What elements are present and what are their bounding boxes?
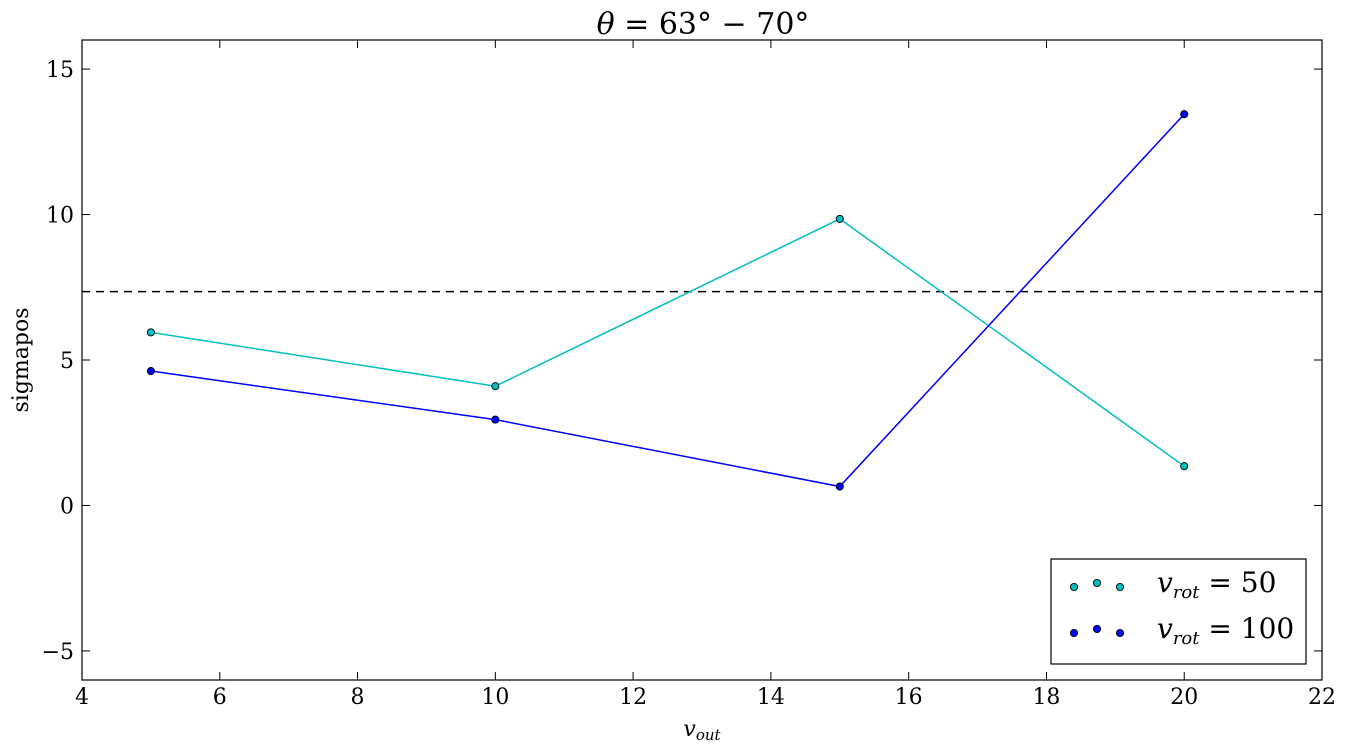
legend-items: vrot = 50 vrot = 100 bbox=[1069, 566, 1294, 649]
y-tick-label: −5 bbox=[42, 640, 74, 665]
x-tick-label: 16 bbox=[895, 685, 923, 710]
data-point bbox=[1180, 110, 1189, 119]
x-axis-label-base: v bbox=[683, 717, 696, 742]
title-range: = 63° − 70° bbox=[615, 7, 810, 42]
x-tick-label: 6 bbox=[213, 685, 227, 710]
title-theta: θ bbox=[597, 7, 615, 42]
x-tick-label: 4 bbox=[75, 685, 89, 710]
legend-marker bbox=[1115, 628, 1125, 638]
x-tick-labels: 4 6 8 10 12 14 16 18 20 22 bbox=[75, 685, 1336, 710]
y-tick-labels: −5 0 5 10 15 bbox=[42, 58, 74, 665]
x-tick-label: 22 bbox=[1308, 685, 1336, 710]
series-lines bbox=[150, 113, 1185, 488]
series-points bbox=[146, 110, 1189, 491]
legend-marker bbox=[1092, 578, 1102, 588]
x-tick-label: 18 bbox=[1032, 685, 1060, 710]
x-tick-label: 20 bbox=[1170, 685, 1198, 710]
legend: vrot = 50 vrot = 100 bbox=[1050, 558, 1307, 665]
ticks bbox=[81, 40, 1323, 680]
data-point bbox=[491, 415, 500, 424]
y-tick-label: 15 bbox=[46, 58, 74, 83]
data-point bbox=[835, 214, 844, 223]
x-tick-label: 12 bbox=[619, 685, 647, 710]
x-axis-label: vout bbox=[683, 717, 721, 744]
legend-box bbox=[1050, 558, 1307, 665]
data-point bbox=[835, 482, 844, 491]
chart-title: θ = 63° − 70° bbox=[597, 7, 810, 42]
data-point bbox=[146, 328, 155, 337]
legend-marker bbox=[1092, 624, 1102, 634]
legend-marker bbox=[1069, 628, 1079, 638]
data-point bbox=[146, 367, 155, 376]
y-tick-label: 5 bbox=[60, 349, 74, 374]
y-tick-label: 0 bbox=[60, 494, 74, 519]
x-axis-label-sub: out bbox=[696, 726, 722, 744]
x-tick-label: 14 bbox=[757, 685, 785, 710]
y-axis-label: sigmapos bbox=[9, 307, 34, 412]
x-tick-label: 8 bbox=[351, 685, 365, 710]
x-tick-label: 10 bbox=[481, 685, 509, 710]
data-point bbox=[491, 382, 500, 391]
legend-label: vrot = 100 bbox=[1157, 612, 1294, 649]
legend-label: vrot = 50 bbox=[1157, 566, 1276, 603]
series-line-2 bbox=[150, 113, 1185, 488]
series-line-1 bbox=[150, 218, 1185, 467]
y-tick-label: 10 bbox=[46, 204, 74, 229]
legend-marker bbox=[1069, 582, 1079, 592]
legend-marker bbox=[1115, 582, 1125, 592]
data-point bbox=[1180, 462, 1189, 471]
